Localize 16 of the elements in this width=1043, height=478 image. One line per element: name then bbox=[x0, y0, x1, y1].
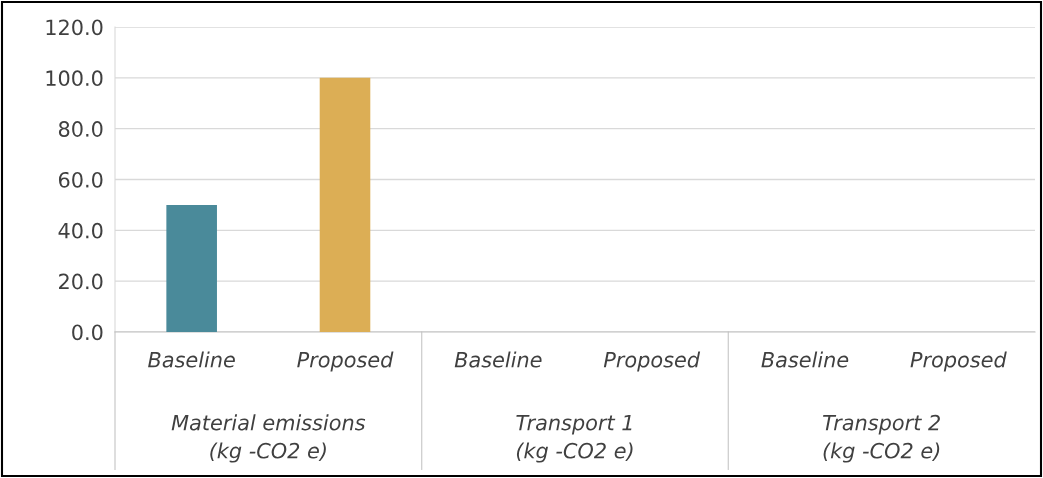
text: Transport 2 (kg -CO2 e) bbox=[823, 414, 940, 463]
text: Transport 1 (kg -CO2 e) bbox=[516, 414, 633, 463]
y-tick-label: 20.0 bbox=[59, 273, 103, 290]
x-tick-label: Proposed bbox=[603, 351, 701, 372]
x-tick-label: Proposed bbox=[297, 351, 394, 372]
text: Material emissions (kg -CO2 e) bbox=[171, 414, 366, 463]
x-tick-label: Baseline bbox=[761, 351, 849, 368]
x-tick-label: Baseline bbox=[454, 351, 542, 368]
y-tick-label: 60.0 bbox=[58, 171, 103, 188]
y-tick-label: 0.0 bbox=[72, 324, 103, 341]
y-tick-label: 80.0 bbox=[58, 121, 103, 137]
y-tick-label: 100.0 bbox=[46, 70, 103, 87]
x-tick-label: Baseline bbox=[148, 351, 235, 368]
y-tick-label: 40.0 bbox=[58, 222, 103, 239]
y-tick-label: 120.0 bbox=[46, 19, 103, 36]
x-tick-label: Proposed bbox=[910, 351, 1007, 372]
